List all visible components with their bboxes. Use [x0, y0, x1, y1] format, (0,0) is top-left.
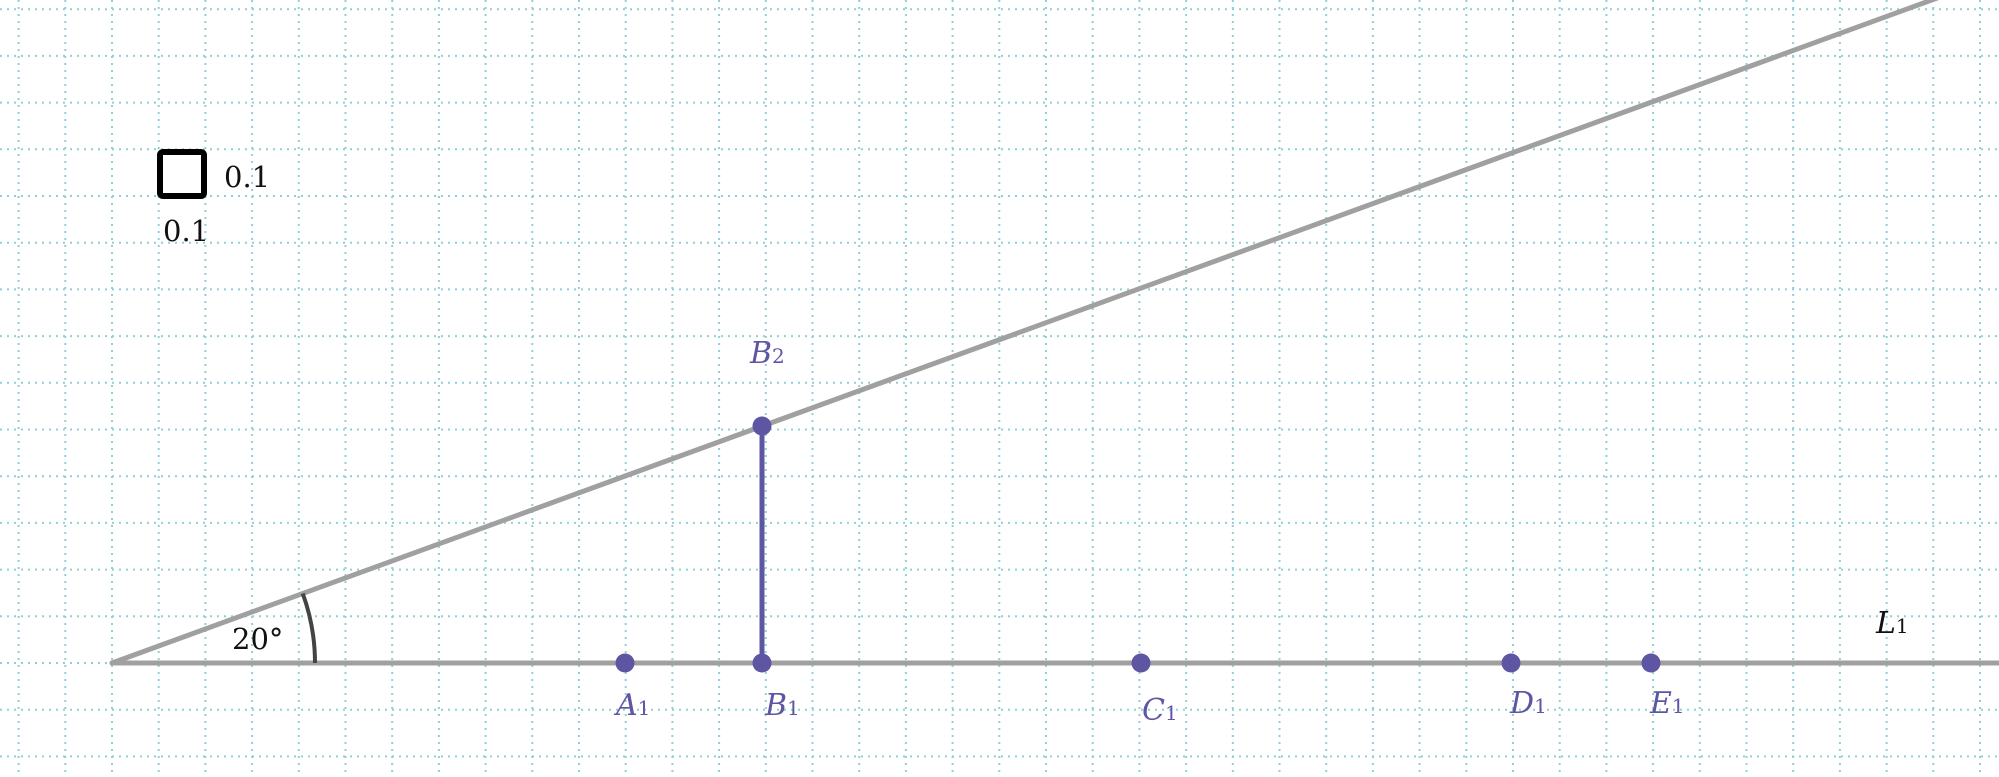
point-label-name: E — [1650, 686, 1672, 721]
ray-20-degree[interactable] — [109, 0, 1940, 666]
point-C1[interactable] — [1131, 653, 1151, 673]
point-A1[interactable] — [615, 653, 635, 673]
point-label-sub: 1 — [787, 696, 800, 720]
scale-x-label: 0.1 — [224, 160, 271, 194]
point-label-sub: 2 — [772, 344, 785, 368]
point-label-sub: 1 — [637, 696, 651, 720]
point-E1[interactable] — [1641, 653, 1661, 673]
point-label-name: C — [1142, 693, 1165, 728]
line-label-sub: 1 — [1895, 614, 1909, 638]
point-label-sub: 1 — [1164, 701, 1178, 725]
point-label-sub: 1 — [1534, 694, 1547, 718]
point-label-name: D — [1510, 686, 1535, 721]
line-label-L1: L1 — [1876, 606, 1909, 641]
scale-y-label: 0.1 — [163, 214, 210, 248]
point-label-D1: D1 — [1510, 686, 1547, 721]
point-label-name: B — [750, 336, 773, 371]
point-label-B2: B2 — [750, 336, 785, 371]
point-label-name: B — [765, 688, 788, 723]
point-label-A1: A1 — [616, 688, 650, 723]
point-label-B1: B1 — [765, 688, 800, 723]
angle-label: 20° — [232, 622, 284, 656]
angle-arc — [300, 592, 317, 664]
point-label-C1: C1 — [1142, 693, 1178, 728]
square-icon — [157, 149, 207, 199]
point-B2[interactable] — [752, 416, 772, 436]
line-label-name: L — [1876, 606, 1896, 641]
point-D1[interactable] — [1501, 653, 1521, 673]
point-B1[interactable] — [752, 653, 772, 673]
point-label-E1: E1 — [1650, 686, 1685, 721]
point-label-name: A — [616, 688, 638, 723]
point-label-sub: 1 — [1671, 694, 1685, 718]
